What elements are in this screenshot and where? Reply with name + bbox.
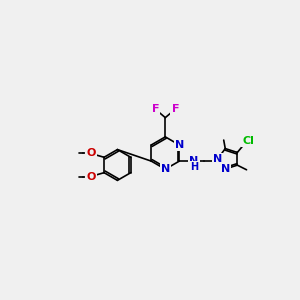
Text: N: N [175, 140, 184, 150]
Text: O: O [86, 148, 96, 158]
Text: N: N [220, 164, 230, 174]
Text: N: N [189, 156, 199, 166]
Text: H: H [190, 161, 198, 172]
Text: O: O [86, 172, 96, 182]
Text: F: F [172, 104, 179, 114]
Text: Cl: Cl [242, 136, 254, 146]
Text: N: N [161, 164, 170, 174]
Text: F: F [152, 104, 159, 114]
Text: N: N [213, 154, 222, 164]
